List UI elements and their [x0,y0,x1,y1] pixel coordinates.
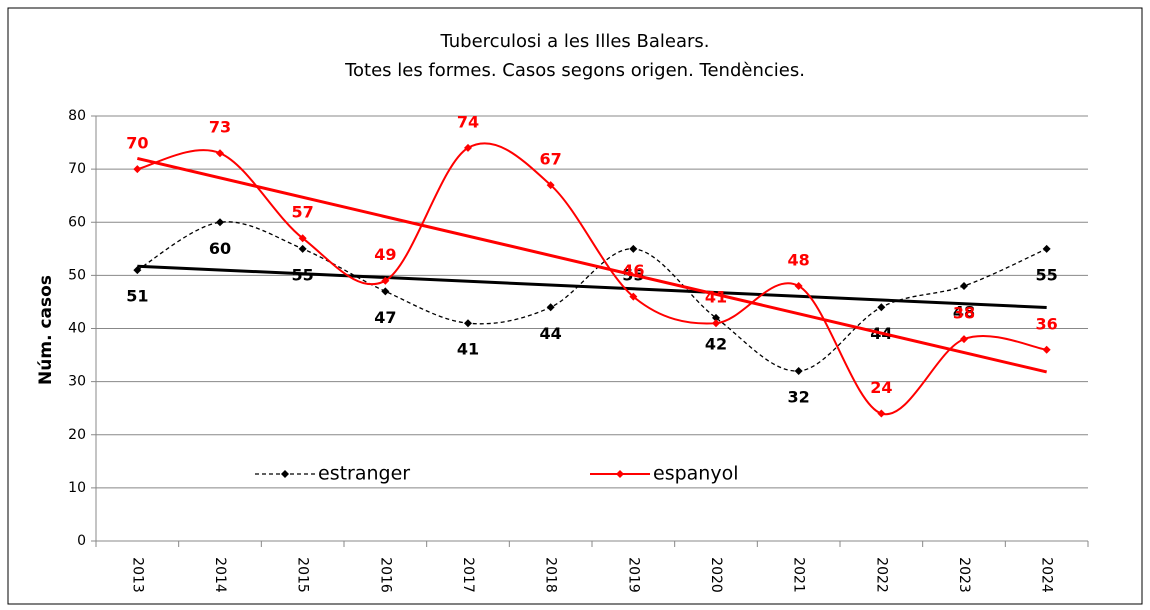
data-point [298,234,307,243]
y-tick-label: 30 [68,374,86,390]
x-tick-label: 2015 [295,557,311,593]
data-point [1042,244,1051,253]
data-label: 49 [374,245,396,264]
data-label: 44 [540,324,562,343]
trend-line [137,264,1047,310]
data-label: 48 [953,303,975,322]
data-point [1042,345,1051,354]
x-tick-label: 2024 [1039,557,1055,593]
y-axis-label: Núm. casos [36,275,56,385]
data-point [629,244,638,253]
trend-line [136,156,1048,374]
data-point [546,181,555,190]
data-point [960,335,968,344]
data-label: 48 [788,251,810,270]
data-point [381,287,390,296]
y-tick-label: 80 [68,108,86,124]
chart-title: Tuberculosi a les Illes Balears. [440,31,710,52]
data-label: 24 [870,378,892,397]
data-point [877,409,886,418]
data-point [960,282,968,290]
data-label: 41 [705,288,727,307]
x-tick-label: 2020 [708,557,724,593]
data-point [298,244,307,253]
data-point [133,266,142,275]
chart-subtitle: Totes les formes. Casos segons origen. T… [344,60,805,81]
y-tick-label: 10 [68,480,86,496]
x-tick-label: 2017 [460,557,476,593]
data-label: 46 [622,261,644,280]
x-tick-label: 2018 [543,557,559,593]
data-point [464,319,472,328]
data-point [464,143,472,152]
data-point [546,303,555,312]
data-label: 55 [1036,265,1058,284]
data-label: 74 [457,112,479,131]
data-label: 38 [953,304,975,323]
x-tick-label: 2014 [212,557,228,593]
data-point [381,276,390,285]
data-point [712,313,720,322]
data-point [794,282,803,290]
legend-label: estranger [318,463,410,485]
data-label: 73 [209,118,231,137]
legend-marker [616,470,624,478]
x-tick-label: 2013 [129,557,145,593]
x-tick-label: 2019 [625,557,641,593]
x-tick-label: 2022 [873,557,889,593]
y-tick-label: 60 [68,214,86,230]
y-tick-label: 50 [68,267,86,283]
data-point [877,303,886,312]
data-point [794,367,803,375]
data-point [712,319,720,328]
data-label: 51 [126,287,148,306]
data-point [133,165,142,174]
x-tick-label: 2023 [956,557,972,593]
data-label: 42 [705,334,727,353]
data-label: 60 [209,239,231,258]
y-tick-label: 40 [68,321,86,337]
y-tick-label: 20 [68,427,86,443]
data-point [629,292,638,301]
legend-marker [281,470,289,478]
x-tick-label: 2016 [377,557,393,593]
data-label: 57 [292,203,314,222]
x-tick-label: 2021 [791,557,807,593]
chart-border [7,7,1143,605]
y-tick-label: 70 [68,161,86,177]
legend-label: espanyol [653,463,738,485]
data-point [216,149,224,158]
data-label: 47 [374,308,396,327]
series-line [137,221,1047,372]
data-label: 32 [788,388,810,407]
data-label: 70 [126,134,148,153]
data-label: 55 [292,265,314,284]
data-label: 67 [540,150,562,169]
data-point [216,218,224,227]
data-label: 36 [1036,314,1058,333]
y-tick-label: 0 [77,533,86,549]
data-label: 41 [457,340,479,359]
